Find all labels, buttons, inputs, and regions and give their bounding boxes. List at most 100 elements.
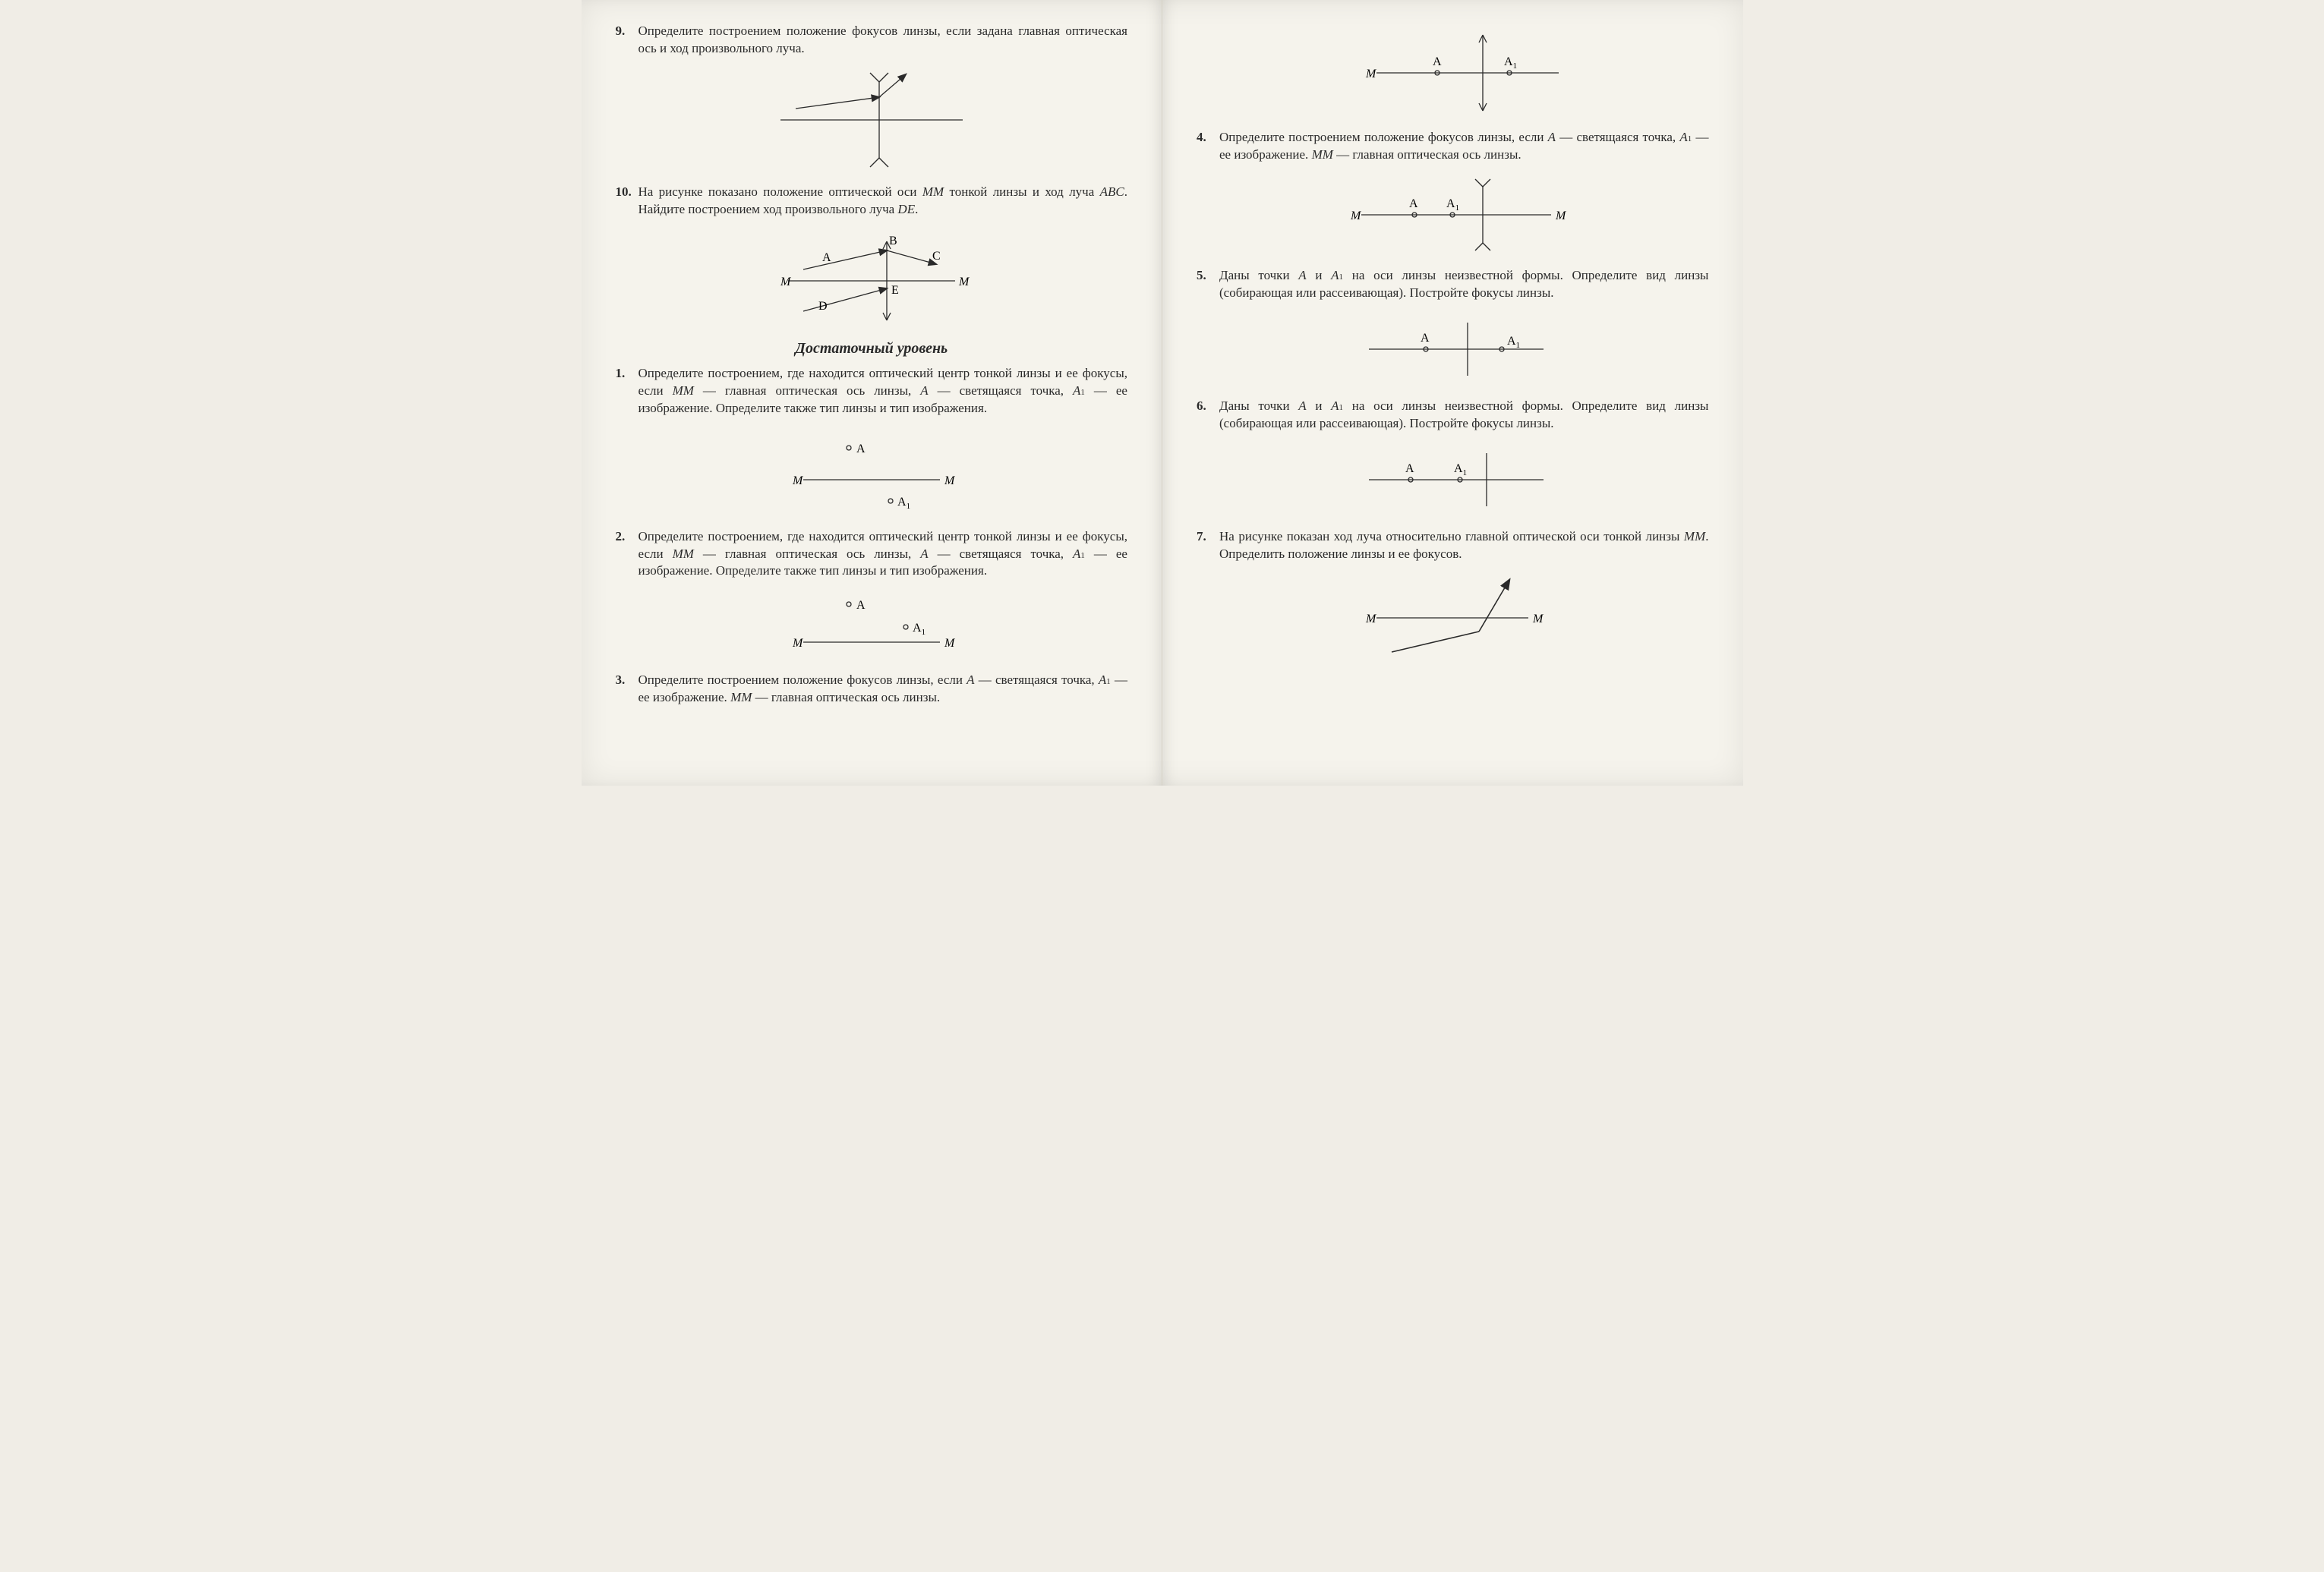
problem-text: На рисунке показан ход луча относительно… [1219,528,1709,563]
label-M: M [944,474,956,487]
de: DE [897,202,915,216]
label-M: M [1365,613,1377,625]
problem-number: 7. [1197,528,1219,563]
label-A1: A1 [1504,55,1517,71]
a1: A [1331,268,1339,282]
problem-number: 3. [616,672,639,707]
figure-5: A A1 [1197,311,1709,387]
a1: A [1331,399,1339,413]
label-M: M [944,637,956,650]
problem-2: 2. Определите построением, где находится… [616,528,1128,581]
problem-number: 9. [616,23,639,58]
problem-7: 7. На рисунке показан ход луча относител… [1197,528,1709,563]
label-M: M [1555,209,1567,222]
text: — светящаяся точка, [975,673,1099,687]
figure-9 [616,67,1128,173]
mm: MM [673,547,694,561]
label-A: A [1409,197,1418,210]
right-page: M A A1 4. Определите построением положен… [1162,0,1743,786]
text: Определите построением положение фокусов… [639,673,967,687]
mm: MM [1684,529,1705,543]
text: Определите построением положение фокусов… [639,24,1128,55]
mm: MM [1312,147,1333,162]
label-A1: A1 [913,622,926,637]
figure-3-top: M A A1 [1197,27,1709,118]
text: — светящаяся точка, [929,383,1073,398]
problem-text: Определите построением положение фокусов… [639,23,1128,58]
label-M: M [958,276,970,288]
label-D: D [818,300,828,313]
a1: A [1679,130,1687,144]
a: A [1298,399,1306,413]
figure-10: M M A B C D E [616,228,1128,326]
problem-4: 4. Определите построением положение фоку… [1197,129,1709,164]
a1: A [1099,673,1106,687]
text: — главная оптическая ось линзы. [752,690,940,704]
problem-text: Определите построением, где находится оп… [639,528,1128,581]
text: тонкой линзы и ход луча [944,184,1099,199]
problem-number: 6. [1197,398,1219,433]
label-A: A [856,599,866,612]
problem-6: 6. Даны точки A и A1 на оси линзы неизве… [1197,398,1709,433]
label-A: A [1405,462,1414,475]
figure-4: M M A A1 [1197,173,1709,257]
text: — светящаяся точка, [1556,130,1679,144]
problem-number: 2. [616,528,639,581]
a1: A [1073,383,1080,398]
text: Даны точки [1219,268,1298,282]
problem-9: 9. Определите построением положение фоку… [616,23,1128,58]
text: — главная оптическая ось линзы, [694,383,920,398]
label-A: A [1421,332,1430,345]
problem-text: Определите построением, где находится оп… [639,365,1128,417]
text: и [1307,268,1332,282]
problem-5: 5. Даны точки A и A1 на оси линзы неизве… [1197,267,1709,302]
label-M: M [792,637,804,650]
abc: ABC [1100,184,1124,199]
label-M: M [1532,613,1544,625]
problem-text: Даны точки A и A1 на оси линзы неизвестн… [1219,398,1709,433]
problem-10: 10. На рисунке показано положение оптиче… [616,184,1128,219]
text: . [915,202,918,216]
text: На рисунке показано положение оптической… [639,184,922,199]
label-M: M [1365,68,1377,80]
text: — светящаяся точка, [929,547,1073,561]
text: Определите построением положение фокусов… [1219,130,1548,144]
label-E: E [891,284,899,297]
left-page: 9. Определите построением положение фоку… [582,0,1163,786]
problem-1: 1. Определите построением, где находится… [616,365,1128,417]
label-A1: A1 [1446,197,1459,213]
text: Даны точки [1219,399,1298,413]
problem-number: 1. [616,365,639,417]
label-A: A [856,443,866,455]
figure-1: A M M A1 [616,427,1128,518]
mm: MM [730,690,752,704]
figure-2: A A1 M M [616,589,1128,661]
mm: MM [922,184,944,199]
label-M: M [1350,209,1362,222]
a: A [1548,130,1556,144]
a: A [966,673,974,687]
problem-text: Даны точки A и A1 на оси линзы неизвестн… [1219,267,1709,302]
text: — главная оптическая ось линзы, [694,547,920,561]
label-A1: A1 [897,496,910,511]
problem-text: На рисунке показано положение оптической… [639,184,1128,219]
label-M: M [792,474,804,487]
label-M: M [780,276,792,288]
problem-number: 10. [616,184,639,219]
figure-7: M M [1197,572,1709,663]
label-A1: A1 [1454,462,1467,477]
book-spread: 9. Определите построением положение фоку… [582,0,1743,786]
label-A1: A1 [1507,335,1520,350]
text: и [1307,399,1332,413]
a: A [920,547,928,561]
level-heading: Достаточный уровень [616,340,1128,358]
problem-text: Определите построением положение фокусов… [1219,129,1709,164]
label-A: A [1433,55,1442,68]
figure-6: A A1 [1197,442,1709,518]
a: A [1298,268,1306,282]
mm: MM [673,383,694,398]
problem-number: 5. [1197,267,1219,302]
label-B: B [889,235,897,247]
text: — главная оптическая ось линзы. [1333,147,1521,162]
label-C: C [932,250,941,263]
